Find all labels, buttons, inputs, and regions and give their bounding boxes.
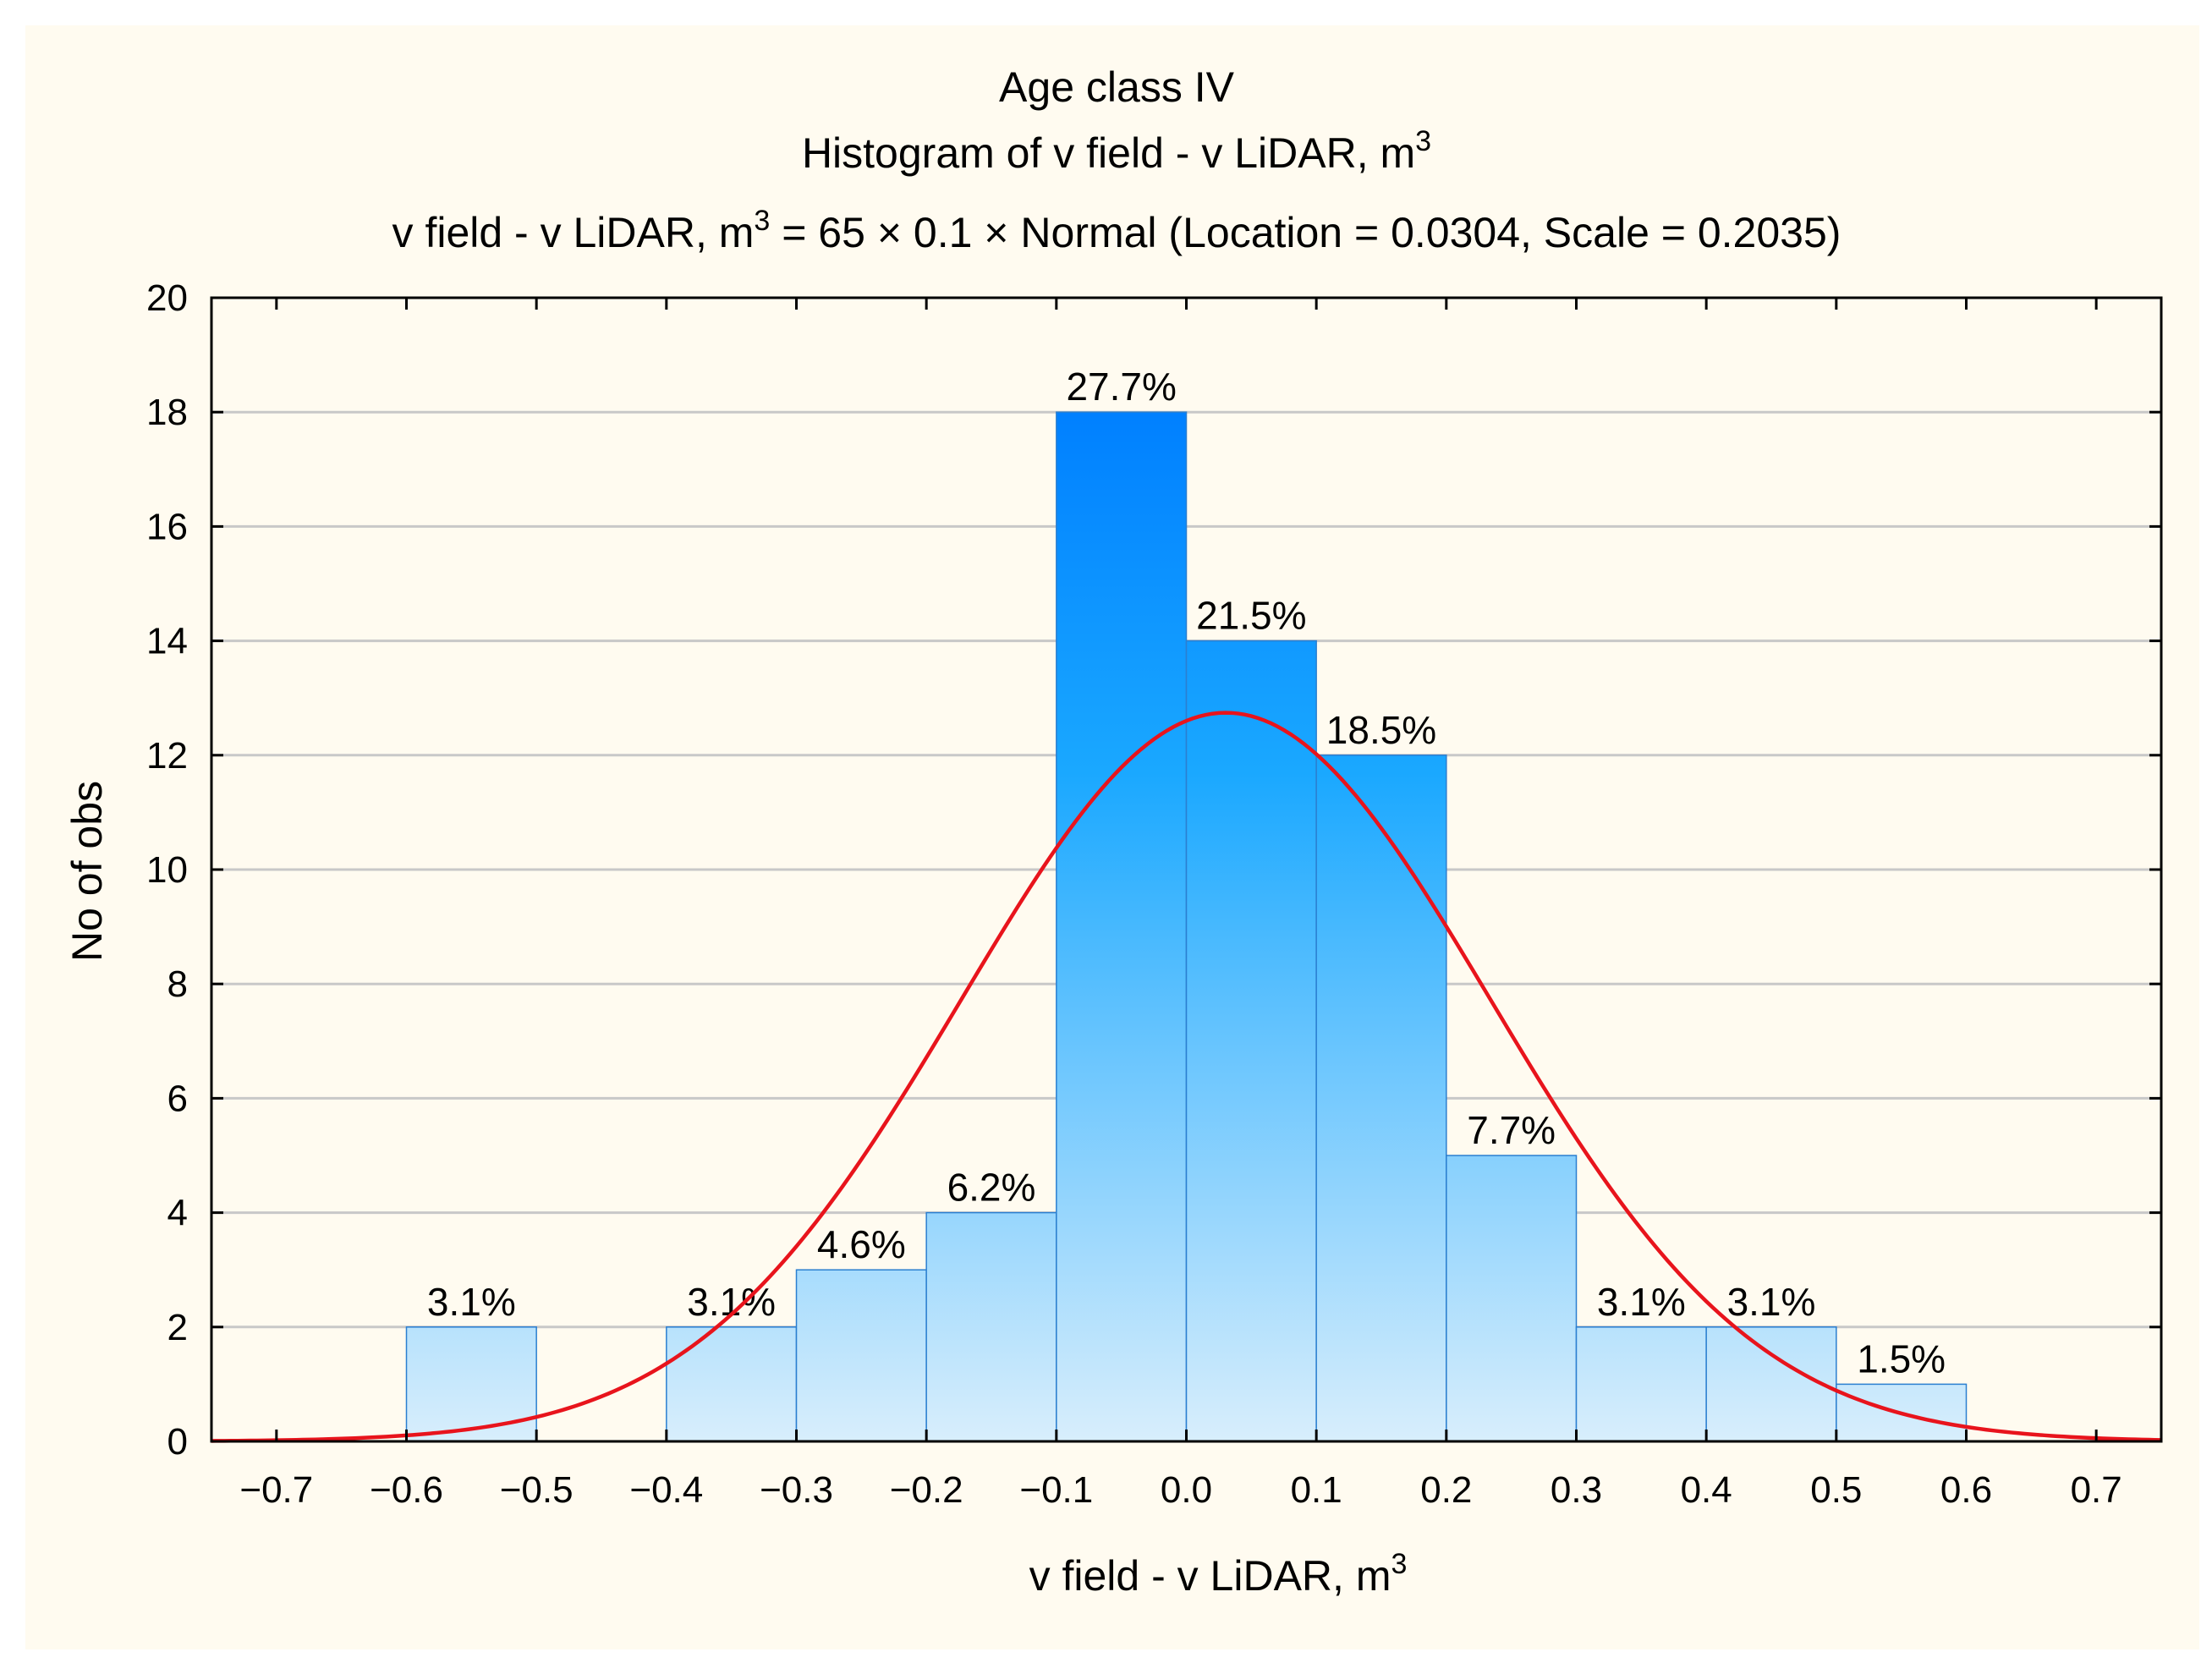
histogram-bar [925,1211,1057,1442]
x-tick-label: −0.4 [629,1469,703,1511]
y-tick-label: 4 [167,1193,188,1234]
bar-percent-label: 18.5% [1326,708,1436,752]
x-tick-label: −0.2 [890,1469,963,1511]
y-tick-label: 12 [146,735,188,777]
x-tick-label: 0.6 [1940,1469,1992,1511]
x-tick-label: 0.7 [2071,1469,2122,1511]
bar-percent-label: 21.5% [1196,594,1306,638]
x-tick-label: 0.2 [1420,1469,1472,1511]
y-tick-label: 6 [167,1078,188,1119]
bar-percent-label: 4.6% [817,1222,906,1266]
y-tick-label: 10 [146,849,188,891]
bar-percent-label: 7.7% [1467,1108,1556,1152]
x-tick-label: 0.0 [1161,1469,1212,1511]
x-tick-label: −0.1 [1019,1469,1093,1511]
fit-equation: v field - v LiDAR, m3 = 65 × 0.1 × Norma… [392,205,1842,256]
y-tick-label: 2 [167,1307,188,1348]
histogram-bar [1185,639,1317,1442]
y-tick-label: 0 [167,1421,188,1463]
chart-title: Age class IV [999,63,1235,111]
bar-percent-label: 3.1% [1597,1280,1686,1324]
x-tick-label: −0.5 [500,1469,574,1511]
bar-percent-label: 6.2% [947,1166,1036,1210]
x-tick-label: 0.1 [1291,1469,1342,1511]
x-tick-label: −0.6 [370,1469,443,1511]
histogram-bar [1705,1326,1837,1442]
y-tick-label: 8 [167,963,188,1005]
y-axis-label: No of obs [63,781,111,962]
histogram-chart: Age class IV Histogram of v field - v Li… [63,63,2163,1600]
y-tick-label: 14 [146,621,188,662]
y-tick-label: 18 [146,392,188,433]
y-tick-label: 16 [146,506,188,547]
histogram-bar [405,1326,537,1442]
x-axis-ticks: −0.7 −0.6 −0.5 −0.4 −0.3 −0.2 −0.1 0.0 0.1 0.2 0.3… [239,298,2122,1511]
bar-percent-label: 1.5% [1857,1336,1946,1380]
y-tick-label: 20 [146,277,188,319]
bar-percent-label: 3.1% [427,1280,516,1324]
histogram-bar [1056,411,1188,1442]
normal-fit-curve [211,711,2162,1443]
x-tick-label: −0.7 [239,1469,313,1511]
x-tick-label: 0.5 [1810,1469,1862,1511]
bar-percent-label: 3.1% [1727,1280,1816,1324]
histogram-bar [666,1326,798,1442]
histogram-bars [405,411,1968,1442]
figure-frame: Age class IV Histogram of v field - v Li… [25,25,2199,1649]
histogram-bar [1575,1326,1707,1442]
x-tick-label: 0.3 [1551,1469,1602,1511]
x-axis-label: v field - v LiDAR, m3 [1029,1548,1408,1600]
x-tick-label: 0.4 [1681,1469,1732,1511]
chart-subtitle: Histogram of v field - v LiDAR, m3 [802,125,1431,177]
bar-percent-label: 27.7% [1066,365,1176,409]
histogram-bar [1446,1155,1578,1442]
bar-labels: 3.1% 3.1%4.6%6.2%27.7%21.5%18.5%7.7%3.1% 3… [427,365,1946,1380]
x-tick-label: −0.3 [760,1469,833,1511]
histogram-bar [795,1269,927,1442]
histogram-bar [1315,755,1447,1442]
y-axis-ticks: 0 2 4 6 8 10 12 14 16 18 20 [146,277,2161,1463]
